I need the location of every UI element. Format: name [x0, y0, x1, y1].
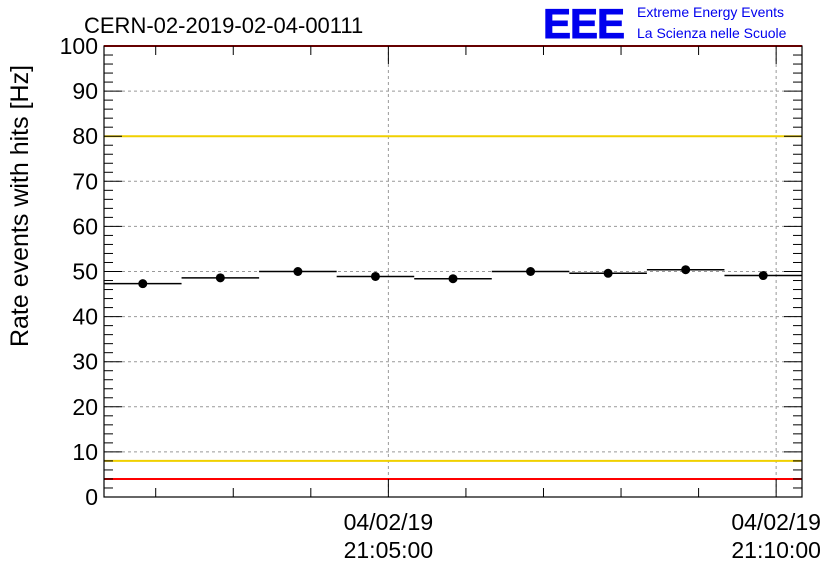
x-tick-label-time: 21:10:00 [731, 537, 821, 563]
x-tick-label-date: 04/02/19 [731, 509, 821, 535]
eee-logo-mark: EEE [543, 0, 624, 47]
x-tick-label-date: 04/02/19 [344, 509, 434, 535]
y-tick-label: 20 [72, 394, 98, 420]
data-point [138, 279, 148, 289]
y-tick-label: 60 [72, 213, 98, 239]
data-point [526, 267, 536, 276]
y-tick-label: 0 [85, 484, 98, 510]
y-tick-label: 30 [72, 349, 98, 375]
y-tick-label: 80 [72, 123, 98, 149]
y-axis-label: Rate events with hits [Hz] [6, 65, 34, 347]
data-point [758, 271, 768, 281]
eee-logo: EEE Extreme Energy Events La Scienza nel… [543, 0, 787, 48]
y-tick-label: 50 [72, 259, 98, 285]
y-tick-label: 10 [72, 439, 98, 465]
logo-line-2: La Scienza nelle Scuole [637, 25, 787, 41]
x-tick-label-time: 21:05:00 [344, 537, 434, 563]
grid-layer [104, 46, 802, 497]
y-tick-label: 100 [60, 33, 98, 59]
reference-lines [104, 45, 802, 480]
data-point [370, 271, 380, 281]
data-point [215, 273, 225, 283]
axes: 010203040506070809010004/02/1921:05:0004… [60, 33, 821, 563]
data-point [448, 274, 458, 284]
chart-title: CERN-02-2019-02-04-00111 [84, 13, 363, 38]
data-point [603, 268, 613, 278]
data-point [293, 267, 303, 276]
y-tick-label: 70 [72, 168, 98, 194]
y-tick-label: 40 [72, 304, 98, 330]
y-tick-label: 90 [72, 78, 98, 104]
data-point [681, 265, 691, 275]
logo-line-1: Extreme Energy Events [637, 4, 784, 20]
data-series [104, 265, 802, 289]
